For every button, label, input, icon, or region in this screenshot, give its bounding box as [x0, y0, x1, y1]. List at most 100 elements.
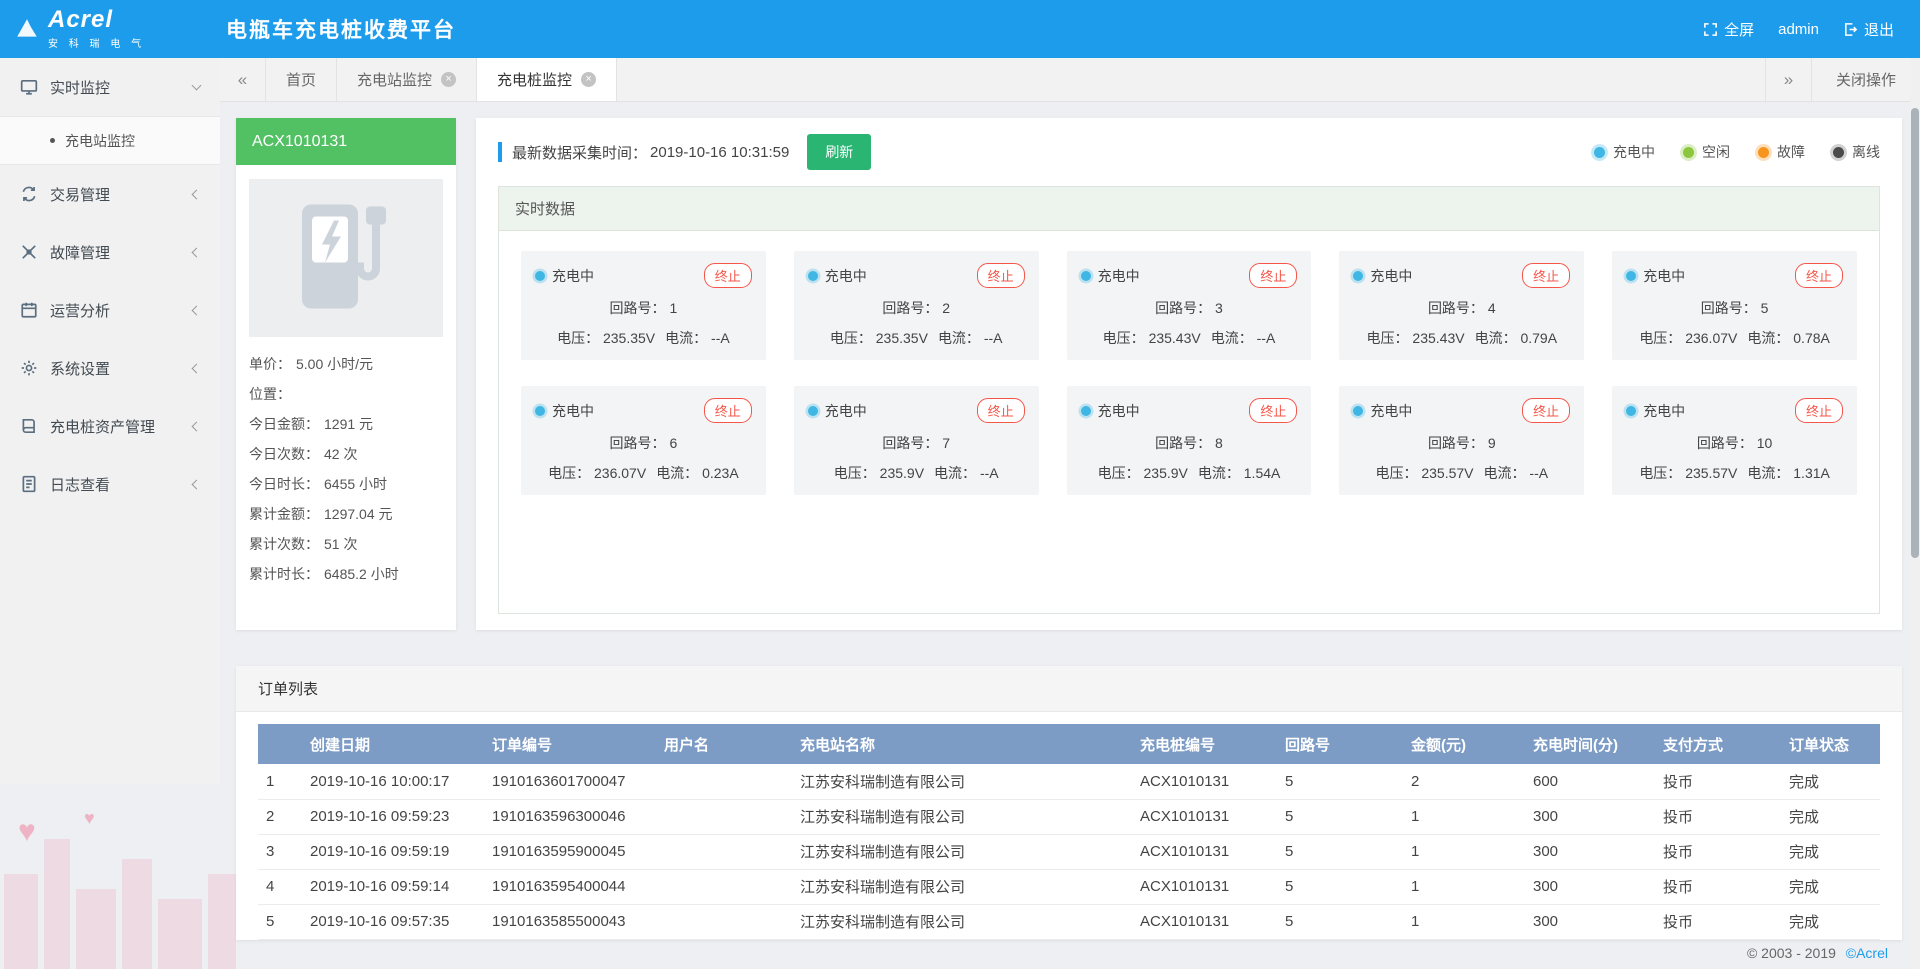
cell-pile: ACX1010131	[1132, 764, 1277, 799]
collect-time-label: 最新数据采集时间：	[512, 142, 647, 163]
tabs-scroll-left-button[interactable]: «	[220, 58, 266, 101]
stop-button[interactable]: 终止	[704, 263, 752, 288]
app-title: 电瓶车充电桩收费平台	[226, 14, 456, 44]
acrel-link[interactable]: ©Acrel	[1846, 945, 1888, 961]
circuit-measurements: 电压： 235.43V电流： --A	[1081, 328, 1298, 348]
chevron-down-icon	[192, 81, 202, 91]
cell-status: 完成	[1781, 764, 1880, 799]
cell-minutes: 300	[1525, 904, 1655, 939]
cell-order-no: 1910163595400044	[484, 869, 656, 904]
idle-status-icon	[1683, 147, 1694, 158]
stop-button[interactable]: 终止	[1522, 398, 1570, 423]
main-content: ACX1010131 单价： 5.0	[220, 102, 1920, 969]
order-row[interactable]: 2 2019-10-16 09:59:23 1910163596300046 江…	[258, 799, 1880, 834]
order-row[interactable]: 1 2019-10-16 10:00:17 1910163601700047 江…	[258, 764, 1880, 799]
realtime-data-panel: 实时数据 充电中 终止	[498, 186, 1880, 614]
cell-minutes: 300	[1525, 834, 1655, 869]
stop-button[interactable]: 终止	[1795, 263, 1843, 288]
cell-minutes: 300	[1525, 869, 1655, 904]
cell-station: 江苏安科瑞制造有限公司	[792, 834, 1132, 869]
sidebar-item-operation-analysis[interactable]: 运营分析	[0, 281, 220, 339]
cell-pay: 投币	[1655, 904, 1781, 939]
cell-pile: ACX1010131	[1132, 799, 1277, 834]
stop-button[interactable]: 终止	[1795, 398, 1843, 423]
device-panel: ACX1010131 单价： 5.0	[236, 118, 456, 630]
asset-book-icon	[20, 417, 38, 435]
stop-button[interactable]: 终止	[704, 398, 752, 423]
sidebar-item-realtime-monitor[interactable]: 实时监控	[0, 58, 220, 116]
stop-button[interactable]: 终止	[977, 398, 1025, 423]
monitor-icon	[20, 78, 38, 96]
stop-button[interactable]: 终止	[977, 263, 1025, 288]
tab-station-monitor[interactable]: 充电站监控 ×	[337, 58, 477, 101]
circuit-number: 回路号： 2	[808, 298, 1025, 318]
orders-table-body: 1 2019-10-16 10:00:17 1910163601700047 江…	[258, 764, 1880, 939]
cell-status: 完成	[1781, 834, 1880, 869]
circuit-status: 充电中	[808, 266, 867, 286]
cell-amount: 1	[1403, 799, 1525, 834]
cell-date: 2019-10-16 09:59:19	[302, 834, 484, 869]
row-index: 4	[258, 869, 302, 904]
stop-button[interactable]: 终止	[1249, 398, 1297, 423]
offline-status-icon	[1833, 147, 1844, 158]
charging-status-icon	[535, 406, 545, 416]
circuit-card: 充电中 终止 回路号： 5 电压： 236.07V电流： 0.78A	[1612, 251, 1857, 360]
chevron-left-icon	[192, 363, 202, 373]
circuit-number: 回路号： 8	[1081, 433, 1298, 453]
chevron-left-icon	[192, 479, 202, 489]
realtime-data-title: 实时数据	[499, 187, 1879, 231]
charging-status-icon	[1353, 406, 1363, 416]
sidebar-item-transactions[interactable]: 交易管理	[0, 165, 220, 223]
sidebar-item-pile-assets[interactable]: 充电桩资产管理	[0, 397, 220, 455]
cell-station: 江苏安科瑞制造有限公司	[792, 799, 1132, 834]
circuit-status: 充电中	[535, 401, 594, 421]
sidebar-item-faults[interactable]: 故障管理	[0, 223, 220, 281]
sidebar-item-logs[interactable]: 日志查看	[0, 455, 220, 513]
circuit-measurements: 电压： 235.35V电流： --A	[808, 328, 1025, 348]
cell-pay: 投币	[1655, 764, 1781, 799]
column-header: 充电站名称	[792, 724, 1132, 764]
stat-row: 今日次数： 42 次	[249, 439, 443, 469]
cell-status: 完成	[1781, 869, 1880, 904]
stop-button[interactable]: 终止	[1522, 263, 1570, 288]
cell-user	[656, 764, 792, 799]
cell-user	[656, 869, 792, 904]
orders-table: 创建日期订单编号用户名充电站名称充电桩编号回路号金额(元)充电时间(分)支付方式…	[258, 724, 1880, 940]
cityscape-decoration: ♥ ♥	[0, 784, 250, 969]
close-tab-icon[interactable]: ×	[441, 72, 456, 87]
cell-pay: 投币	[1655, 869, 1781, 904]
sidebar-subitem-station-monitor[interactable]: 充电站监控	[0, 116, 220, 165]
circuit-card: 充电中 终止 回路号： 9 电压： 235.57V电流： --A	[1339, 386, 1584, 495]
cell-station: 江苏安科瑞制造有限公司	[792, 764, 1132, 799]
cell-amount: 1	[1403, 834, 1525, 869]
tabs-scroll-right-button[interactable]: »	[1765, 58, 1811, 101]
building-shape	[76, 889, 116, 969]
close-operations-button[interactable]: 关闭操作	[1811, 58, 1920, 101]
logout-button[interactable]: 退出	[1843, 19, 1894, 40]
column-header: 充电桩编号	[1132, 724, 1277, 764]
cell-order-no: 1910163601700047	[484, 764, 656, 799]
pile-monitor-panel: 最新数据采集时间： 2019-10-16 10:31:59 刷新 充电中 空闲 …	[476, 118, 1902, 630]
cell-circuit: 5	[1277, 869, 1403, 904]
charging-pile-icon	[249, 179, 443, 337]
circuit-card: 充电中 终止 回路号： 3 电压： 235.43V电流： --A	[1067, 251, 1312, 360]
row-index: 5	[258, 904, 302, 939]
cell-date: 2019-10-16 09:59:14	[302, 869, 484, 904]
row-index: 1	[258, 764, 302, 799]
order-row[interactable]: 4 2019-10-16 09:59:14 1910163595400044 江…	[258, 869, 1880, 904]
scrollbar-thumb[interactable]	[1911, 108, 1919, 558]
tab-home[interactable]: 首页	[266, 58, 337, 101]
user-menu[interactable]: admin	[1778, 21, 1819, 38]
close-tab-icon[interactable]: ×	[581, 72, 596, 87]
refresh-button[interactable]: 刷新	[807, 134, 871, 170]
order-row[interactable]: 5 2019-10-16 09:57:35 1910163585500043 江…	[258, 904, 1880, 939]
charging-status-icon	[1626, 406, 1636, 416]
circuit-status: 充电中	[1081, 266, 1140, 286]
sidebar-item-system-settings[interactable]: 系统设置	[0, 339, 220, 397]
order-row[interactable]: 3 2019-10-16 09:59:19 1910163595900045 江…	[258, 834, 1880, 869]
tab-pile-monitor[interactable]: 充电桩监控 ×	[477, 58, 617, 101]
collect-time-value: 2019-10-16 10:31:59	[650, 144, 789, 161]
fullscreen-button[interactable]: 全屏	[1703, 19, 1754, 40]
scrollbar[interactable]	[1910, 58, 1920, 969]
stop-button[interactable]: 终止	[1249, 263, 1297, 288]
